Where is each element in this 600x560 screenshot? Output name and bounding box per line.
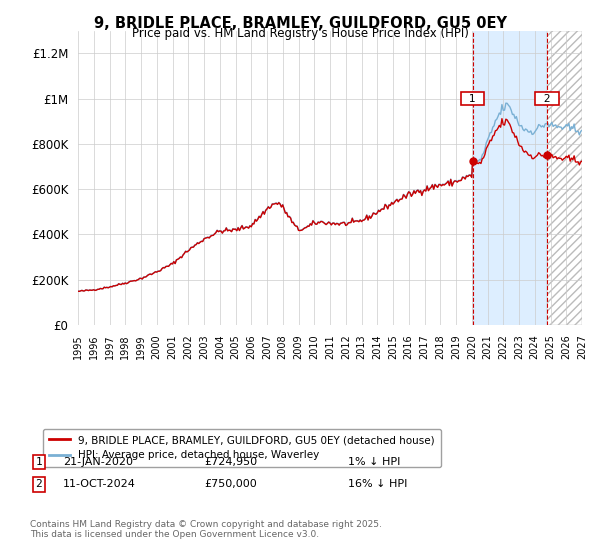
Text: 2: 2 bbox=[537, 94, 557, 104]
Text: £724,950: £724,950 bbox=[204, 457, 257, 467]
Bar bbox=[473, 31, 547, 325]
Text: 11-OCT-2024: 11-OCT-2024 bbox=[63, 479, 136, 489]
Text: 1: 1 bbox=[35, 457, 43, 467]
Legend: 9, BRIDLE PLACE, BRAMLEY, GUILDFORD, GU5 0EY (detached house), HPI: Average pric: 9, BRIDLE PLACE, BRAMLEY, GUILDFORD, GU5… bbox=[43, 429, 441, 466]
Text: 16% ↓ HPI: 16% ↓ HPI bbox=[348, 479, 407, 489]
Bar bbox=[547, 31, 582, 325]
Text: 2: 2 bbox=[35, 479, 43, 489]
Text: 9, BRIDLE PLACE, BRAMLEY, GUILDFORD, GU5 0EY: 9, BRIDLE PLACE, BRAMLEY, GUILDFORD, GU5… bbox=[94, 16, 506, 31]
Text: Contains HM Land Registry data © Crown copyright and database right 2025.
This d: Contains HM Land Registry data © Crown c… bbox=[30, 520, 382, 539]
Text: 1% ↓ HPI: 1% ↓ HPI bbox=[348, 457, 400, 467]
Text: 1: 1 bbox=[463, 94, 482, 104]
Text: £750,000: £750,000 bbox=[204, 479, 257, 489]
Text: 21-JAN-2020: 21-JAN-2020 bbox=[63, 457, 133, 467]
Text: Price paid vs. HM Land Registry's House Price Index (HPI): Price paid vs. HM Land Registry's House … bbox=[131, 27, 469, 40]
